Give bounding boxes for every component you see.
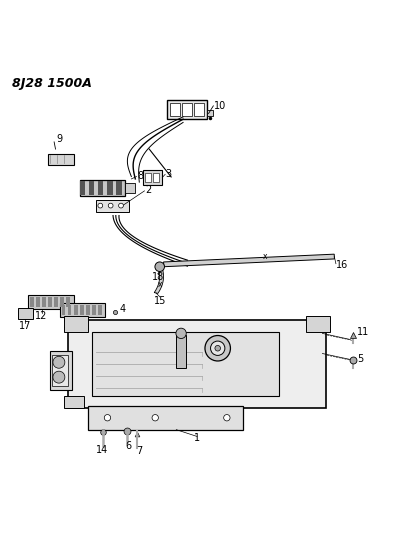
Bar bbox=[64, 396, 84, 408]
Bar bbox=[42, 297, 46, 307]
Bar bbox=[80, 305, 84, 316]
Bar bbox=[92, 305, 96, 316]
Text: 15: 15 bbox=[154, 296, 166, 306]
Circle shape bbox=[205, 335, 230, 361]
Bar bbox=[98, 305, 102, 316]
Circle shape bbox=[108, 203, 113, 208]
Bar bbox=[74, 305, 78, 316]
Text: 11: 11 bbox=[357, 327, 370, 337]
Bar bbox=[92, 332, 279, 396]
Bar bbox=[28, 295, 74, 309]
Bar bbox=[88, 406, 243, 430]
Bar bbox=[116, 181, 122, 195]
Text: 8J28 1500A: 8J28 1500A bbox=[12, 77, 92, 91]
Circle shape bbox=[211, 341, 225, 356]
Circle shape bbox=[176, 328, 186, 338]
Circle shape bbox=[119, 203, 123, 208]
Text: 10: 10 bbox=[214, 101, 226, 111]
Text: 2: 2 bbox=[145, 185, 152, 195]
Circle shape bbox=[98, 203, 103, 208]
Bar bbox=[18, 308, 33, 319]
Bar bbox=[50, 351, 72, 390]
Bar bbox=[48, 297, 52, 307]
Bar bbox=[60, 297, 64, 307]
Text: 14: 14 bbox=[96, 445, 108, 455]
Circle shape bbox=[104, 415, 111, 421]
Text: 18: 18 bbox=[152, 272, 164, 281]
Bar bbox=[306, 316, 330, 332]
Text: 12: 12 bbox=[35, 311, 48, 321]
Bar bbox=[54, 297, 58, 307]
Circle shape bbox=[224, 415, 230, 421]
Bar bbox=[153, 173, 159, 182]
Text: 4: 4 bbox=[119, 304, 125, 314]
Bar bbox=[68, 305, 72, 316]
Bar bbox=[89, 181, 94, 195]
Circle shape bbox=[53, 356, 65, 368]
Text: 9: 9 bbox=[57, 134, 62, 144]
Bar bbox=[86, 305, 90, 316]
Text: 1: 1 bbox=[194, 433, 200, 442]
Bar bbox=[48, 154, 74, 165]
Bar bbox=[194, 103, 204, 116]
Bar bbox=[170, 103, 180, 116]
Bar bbox=[125, 183, 135, 193]
Bar bbox=[66, 297, 70, 307]
Text: 17: 17 bbox=[19, 321, 32, 331]
Bar bbox=[80, 181, 85, 195]
Bar bbox=[207, 110, 213, 116]
Text: 3: 3 bbox=[166, 169, 172, 179]
Bar bbox=[68, 320, 326, 408]
Bar bbox=[176, 335, 186, 368]
Bar bbox=[62, 305, 65, 316]
Bar bbox=[30, 297, 33, 307]
Text: x: x bbox=[263, 252, 267, 261]
Polygon shape bbox=[164, 254, 334, 266]
Bar bbox=[167, 100, 207, 119]
Bar bbox=[52, 356, 68, 386]
Circle shape bbox=[155, 262, 164, 271]
Circle shape bbox=[53, 371, 65, 383]
Text: 13: 13 bbox=[63, 320, 75, 329]
Bar bbox=[64, 316, 88, 332]
Bar bbox=[96, 200, 129, 212]
Text: 16: 16 bbox=[336, 260, 349, 270]
Circle shape bbox=[215, 345, 220, 351]
Bar bbox=[36, 297, 40, 307]
Bar bbox=[60, 303, 105, 318]
Text: 5: 5 bbox=[357, 354, 364, 364]
Bar bbox=[145, 173, 151, 182]
Text: x: x bbox=[158, 280, 162, 289]
Bar bbox=[143, 170, 162, 185]
Bar bbox=[80, 180, 125, 197]
Polygon shape bbox=[154, 266, 164, 293]
Circle shape bbox=[152, 415, 158, 421]
Text: 8: 8 bbox=[137, 171, 143, 181]
Text: 7: 7 bbox=[137, 446, 143, 456]
Bar bbox=[182, 103, 192, 116]
Bar bbox=[98, 181, 103, 195]
Text: 6: 6 bbox=[125, 441, 132, 450]
Bar bbox=[107, 181, 113, 195]
